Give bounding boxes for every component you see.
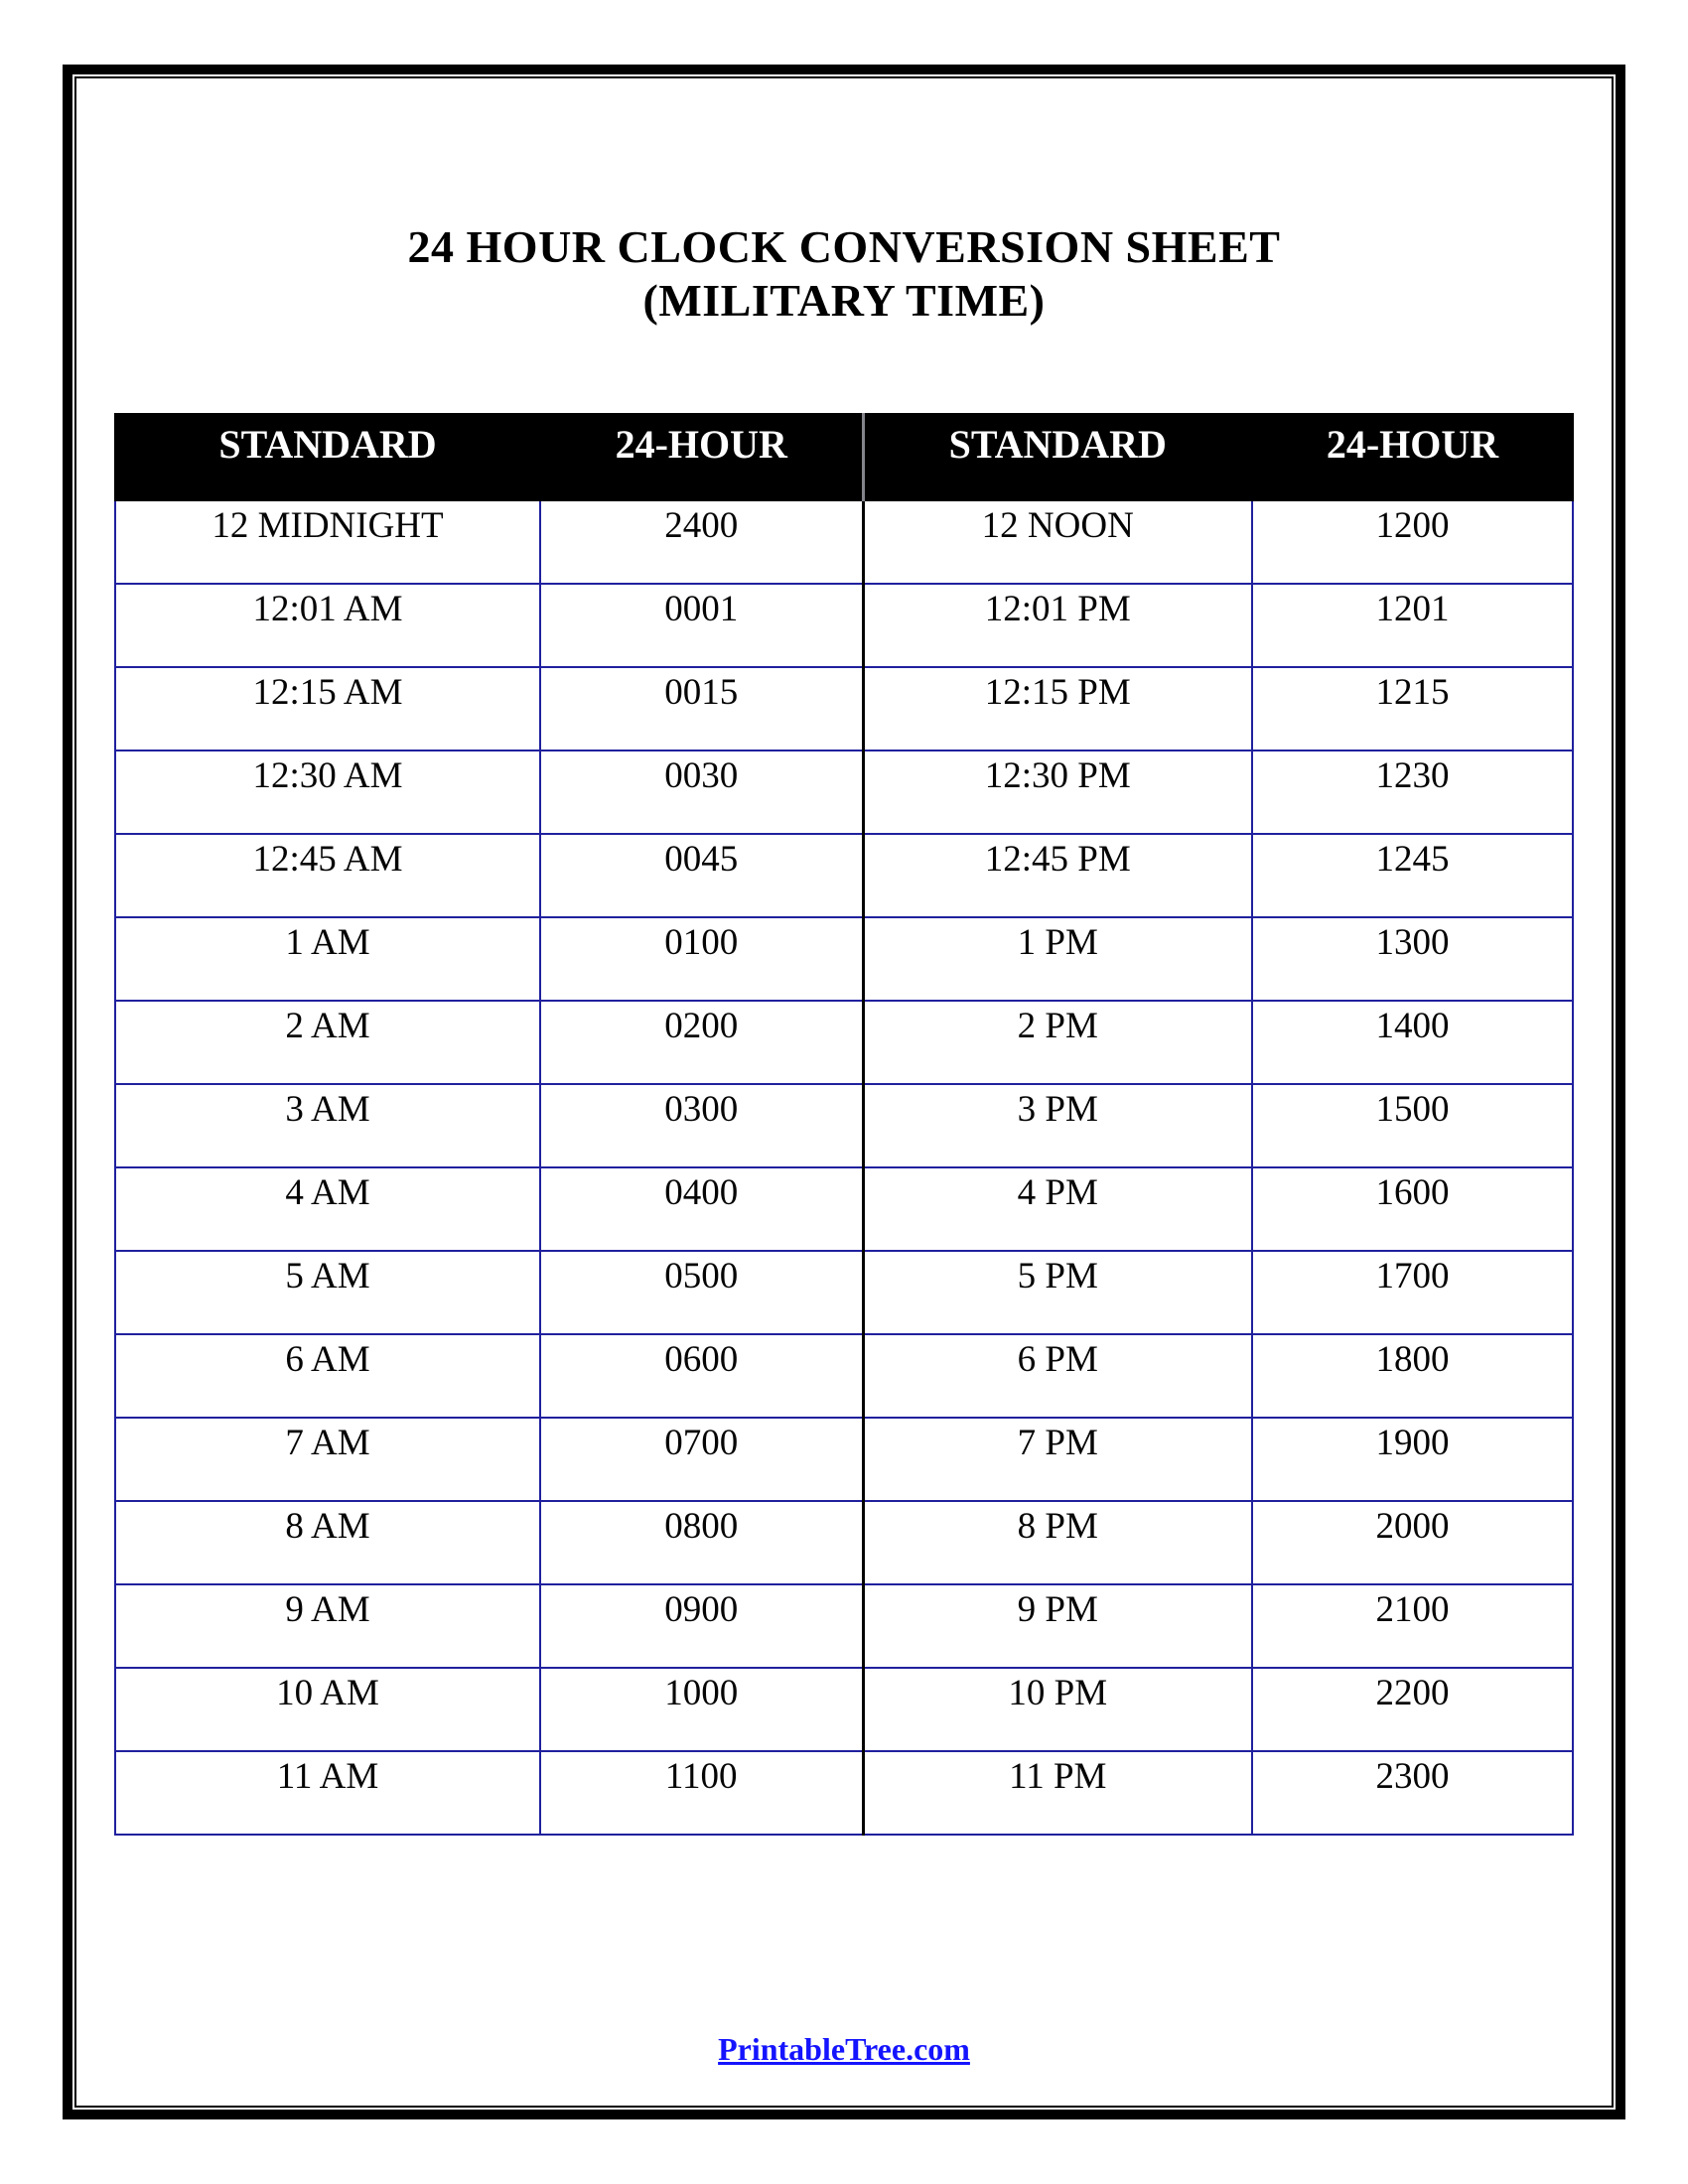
military-time-cell: 0300 [539, 1083, 864, 1168]
table-row: 2 AM 0200 2 PM 1400 [114, 1000, 1574, 1085]
column-header-3: STANDARD [861, 413, 1253, 501]
standard-time-cell: 12:45 AM [114, 833, 541, 918]
standard-time-cell: 12:30 AM [114, 750, 541, 835]
military-time-cell: 0015 [539, 666, 864, 751]
standard-time-cell: 6 PM [861, 1333, 1253, 1419]
standard-time-cell: 5 AM [114, 1250, 541, 1335]
military-time-cell: 2000 [1251, 1500, 1574, 1585]
standard-time-cell: 11 AM [114, 1750, 541, 1836]
standard-time-cell: 10 AM [114, 1667, 541, 1752]
table-row: 10 AM 1000 10 PM 2200 [114, 1667, 1574, 1752]
standard-time-cell: 12:01 PM [861, 583, 1253, 668]
military-time-cell: 1600 [1251, 1166, 1574, 1252]
military-time-cell: 0900 [539, 1583, 864, 1669]
standard-time-cell: 12:30 PM [861, 750, 1253, 835]
military-time-cell: 1201 [1251, 583, 1574, 668]
table-row: 8 AM 0800 8 PM 2000 [114, 1500, 1574, 1585]
military-time-cell: 0700 [539, 1417, 864, 1502]
military-time-cell: 0045 [539, 833, 864, 918]
standard-time-cell: 7 PM [861, 1417, 1253, 1502]
column-header-2: 24-HOUR [539, 413, 864, 501]
conversion-table: STANDARD 24-HOUR STANDARD 24-HOUR 12 MIDNIG… [114, 413, 1574, 1836]
military-time-cell: 1230 [1251, 750, 1574, 835]
table-row: 12:45 AM 0045 12:45 PM 1245 [114, 833, 1574, 918]
military-time-cell: 0100 [539, 916, 864, 1002]
military-time-cell: 0600 [539, 1333, 864, 1419]
column-header-1: STANDARD [114, 413, 541, 501]
standard-time-cell: 12:45 PM [861, 833, 1253, 918]
military-time-cell: 1245 [1251, 833, 1574, 918]
table-row: 1 AM 0100 1 PM 1300 [114, 916, 1574, 1002]
standard-time-cell: 12:01 AM [114, 583, 541, 668]
table-row: 7 AM 0700 7 PM 1900 [114, 1417, 1574, 1502]
military-time-cell: 2300 [1251, 1750, 1574, 1836]
standard-time-cell: 12 MIDNIGHT [114, 499, 541, 585]
military-time-cell: 1500 [1251, 1083, 1574, 1168]
table-row: 9 AM 0900 9 PM 2100 [114, 1583, 1574, 1669]
military-time-cell: 0030 [539, 750, 864, 835]
military-time-cell: 2400 [539, 499, 864, 585]
standard-time-cell: 3 PM [861, 1083, 1253, 1168]
standard-time-cell: 3 AM [114, 1083, 541, 1168]
sheet-title: 24 HOUR CLOCK CONVERSION SHEET (MILITARY… [0, 220, 1688, 328]
table-row: 12:15 AM 0015 12:15 PM 1215 [114, 666, 1574, 751]
military-time-cell: 1100 [539, 1750, 864, 1836]
standard-time-cell: 9 PM [861, 1583, 1253, 1669]
footer: PrintableTree.com [0, 2031, 1688, 2068]
standard-time-cell: 9 AM [114, 1583, 541, 1669]
standard-time-cell: 12:15 PM [861, 666, 1253, 751]
military-time-cell: 1300 [1251, 916, 1574, 1002]
sheet-title-line1: 24 HOUR CLOCK CONVERSION SHEET [407, 221, 1281, 272]
standard-time-cell: 12:15 AM [114, 666, 541, 751]
standard-time-cell: 5 PM [861, 1250, 1253, 1335]
military-time-cell: 1200 [1251, 499, 1574, 585]
printabletree-link[interactable]: PrintableTree.com [718, 2031, 970, 2067]
table-row: 6 AM 0600 6 PM 1800 [114, 1333, 1574, 1419]
standard-time-cell: 2 PM [861, 1000, 1253, 1085]
military-time-cell: 1700 [1251, 1250, 1574, 1335]
table-row: 12:30 AM 0030 12:30 PM 1230 [114, 750, 1574, 835]
page-border-frame [63, 65, 1625, 2119]
standard-time-cell: 2 AM [114, 1000, 541, 1085]
standard-time-cell: 10 PM [861, 1667, 1253, 1752]
military-time-cell: 0400 [539, 1166, 864, 1252]
military-time-cell: 1900 [1251, 1417, 1574, 1502]
standard-time-cell: 1 AM [114, 916, 541, 1002]
standard-time-cell: 6 AM [114, 1333, 541, 1419]
military-time-cell: 2100 [1251, 1583, 1574, 1669]
standard-time-cell: 1 PM [861, 916, 1253, 1002]
table-row: 3 AM 0300 3 PM 1500 [114, 1083, 1574, 1168]
military-time-cell: 1000 [539, 1667, 864, 1752]
military-time-cell: 2200 [1251, 1667, 1574, 1752]
page-border-inner-line [74, 76, 1614, 2108]
standard-time-cell: 8 AM [114, 1500, 541, 1585]
military-time-cell: 0200 [539, 1000, 864, 1085]
military-time-cell: 1215 [1251, 666, 1574, 751]
standard-time-cell: 7 AM [114, 1417, 541, 1502]
table-row: 11 AM 1100 11 PM 2300 [114, 1750, 1574, 1836]
standard-time-cell: 12 NOON [861, 499, 1253, 585]
table-row: 4 AM 0400 4 PM 1600 [114, 1166, 1574, 1252]
sheet-title-line2: (MILITARY TIME) [642, 275, 1046, 326]
table-header-row: STANDARD 24-HOUR STANDARD 24-HOUR [114, 413, 1574, 501]
standard-time-cell: 4 PM [861, 1166, 1253, 1252]
table-row: 12 MIDNIGHT 2400 12 NOON 1200 [114, 499, 1574, 585]
table-row: 12:01 AM 0001 12:01 PM 1201 [114, 583, 1574, 668]
standard-time-cell: 8 PM [861, 1500, 1253, 1585]
military-time-cell: 0800 [539, 1500, 864, 1585]
standard-time-cell: 11 PM [861, 1750, 1253, 1836]
table-row: 5 AM 0500 5 PM 1700 [114, 1250, 1574, 1335]
military-time-cell: 1800 [1251, 1333, 1574, 1419]
military-time-cell: 0500 [539, 1250, 864, 1335]
column-header-4: 24-HOUR [1251, 413, 1574, 501]
standard-time-cell: 4 AM [114, 1166, 541, 1252]
military-time-cell: 1400 [1251, 1000, 1574, 1085]
military-time-cell: 0001 [539, 583, 864, 668]
